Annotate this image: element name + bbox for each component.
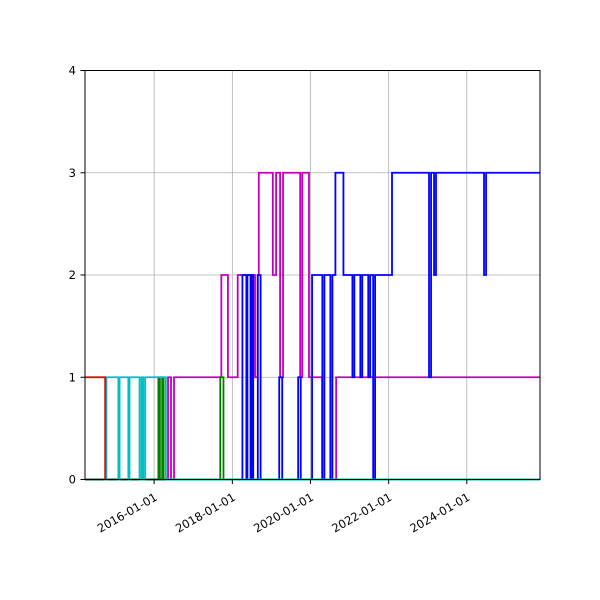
y-tick-label: 3 bbox=[69, 166, 76, 180]
y-tick-label: 1 bbox=[69, 370, 76, 384]
y-tick-label: 2 bbox=[69, 268, 76, 282]
series-blue-line bbox=[85, 171, 540, 481]
series-cyan-line bbox=[85, 376, 540, 481]
series-red-line bbox=[85, 376, 107, 480]
series-magenta-line bbox=[85, 171, 540, 481]
y-tick-label: 4 bbox=[69, 64, 76, 78]
y-tick-label: 0 bbox=[69, 473, 76, 487]
